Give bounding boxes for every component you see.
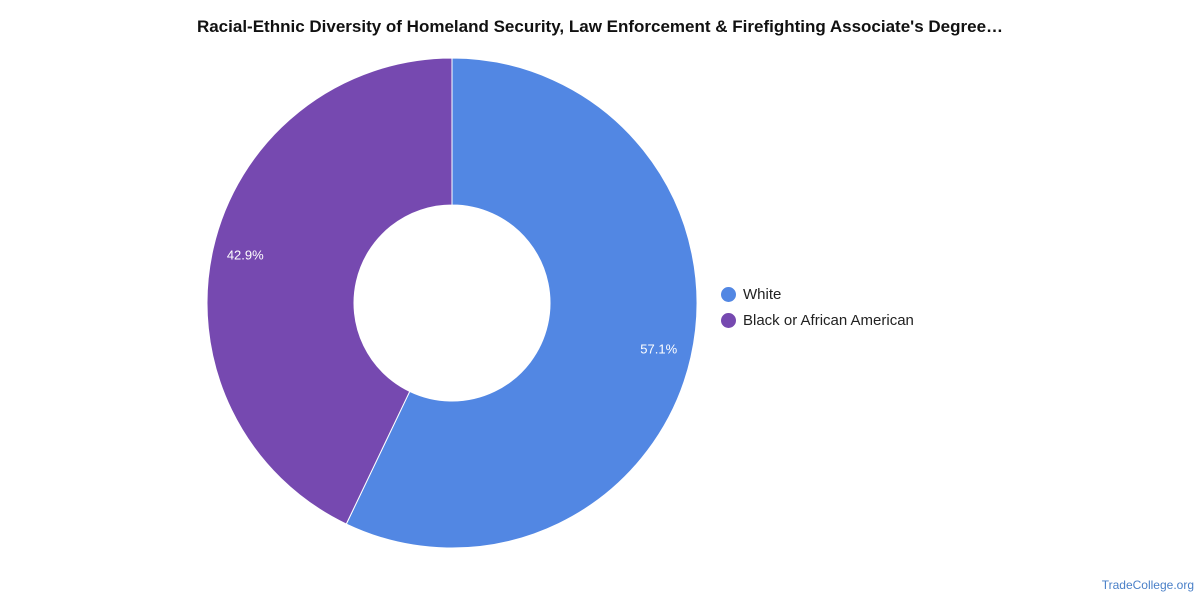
legend: White Black or African American (721, 281, 914, 333)
data-label-black-or-african-american: 42.9% (227, 248, 264, 263)
legend-swatch-black-or-african-american (721, 312, 736, 328)
legend-swatch-white (721, 286, 736, 302)
legend-item-white[interactable]: White (721, 281, 914, 307)
data-label-white: 57.1% (640, 341, 677, 356)
slice-white[interactable] (345, 57, 698, 549)
legend-item-black-or-african-american[interactable]: Black or African American (721, 307, 914, 333)
chart-title: Racial-Ethnic Diversity of Homeland Secu… (196, 17, 1004, 36)
legend-label-white: White (743, 285, 782, 303)
legend-label-black-or-african-american: Black or African American (743, 311, 914, 329)
source-link[interactable]: TradeCollege.org (1101, 578, 1194, 592)
slice-black-or-african-american[interactable] (206, 57, 453, 525)
